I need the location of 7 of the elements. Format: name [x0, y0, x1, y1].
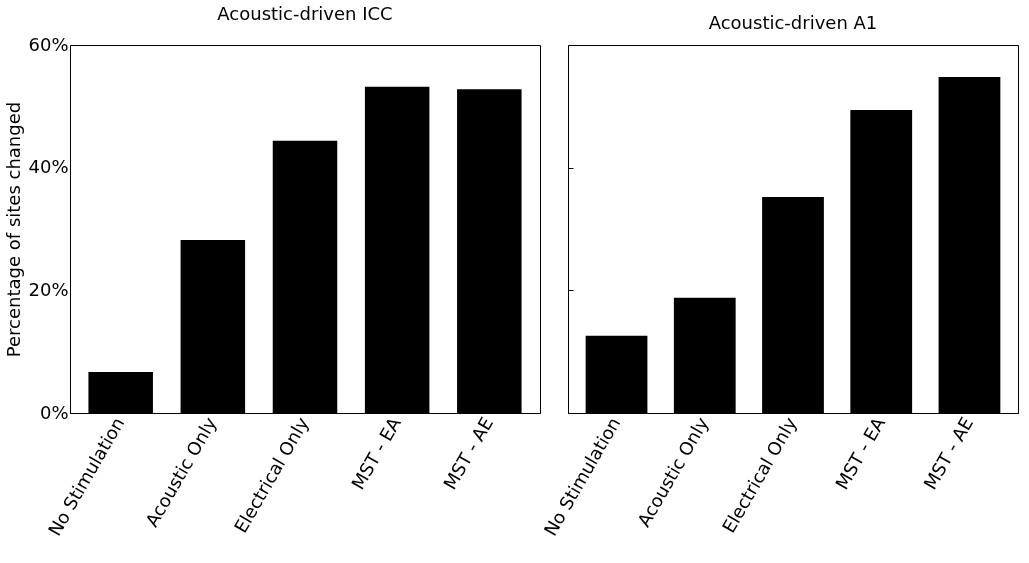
chart-title: Acoustic-driven A1	[708, 11, 878, 33]
y-tick-label: 40%	[28, 156, 69, 178]
y-axis-title: Percentage of sites changed	[3, 101, 25, 358]
y-tick-label: 0%	[39, 401, 69, 423]
y-tick-label: 20%	[28, 278, 69, 300]
chart-title: Acoustic-driven ICC	[217, 3, 393, 24]
y-tick-label: 60%	[28, 33, 69, 55]
